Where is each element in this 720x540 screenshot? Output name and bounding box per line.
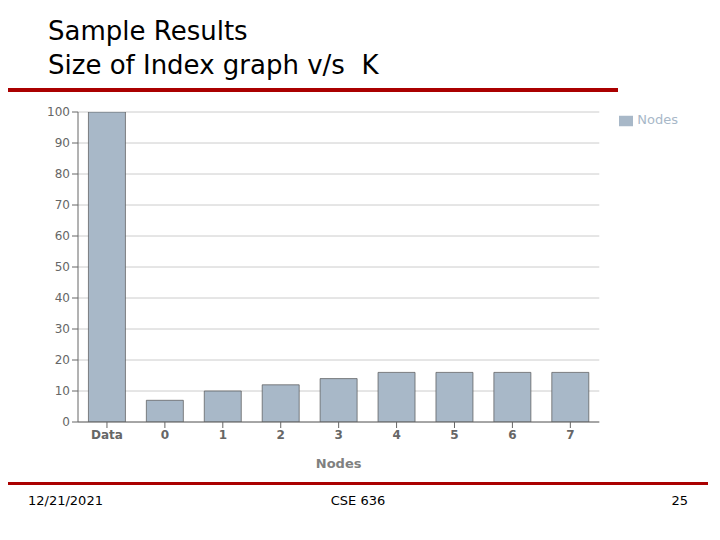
svg-text:100: 100 xyxy=(47,105,70,119)
html-text:Nodes: Nodes xyxy=(637,112,678,127)
html-text:CSE 636: CSE 636 xyxy=(330,493,386,508)
svg-text:20: 20 xyxy=(55,353,70,367)
svg-text:0: 0 xyxy=(161,428,169,442)
svg-text:3: 3 xyxy=(334,428,342,442)
svg-text:60: 60 xyxy=(55,229,70,243)
html-text:Sample Results: Sample Results xyxy=(48,16,248,46)
svg-text:50: 50 xyxy=(55,260,70,274)
svg-text:40: 40 xyxy=(55,291,70,305)
svg-text:1: 1 xyxy=(219,428,227,442)
svg-text:90: 90 xyxy=(55,136,70,150)
svg-text:6: 6 xyxy=(508,428,516,442)
svg-text:7: 7 xyxy=(566,428,574,442)
svg-text:10: 10 xyxy=(55,384,70,398)
html-text:12/21/2021: 12/21/2021 xyxy=(28,493,103,508)
svg-text:70: 70 xyxy=(55,198,70,212)
svg-text:5: 5 xyxy=(450,428,458,442)
html-text:Size of Index graph v/s K: Size of Index graph v/s K xyxy=(48,50,379,80)
svg-text:Data: Data xyxy=(91,428,123,442)
html-text:25: 25 xyxy=(671,493,688,508)
svg-text:2: 2 xyxy=(277,428,285,442)
svg-text:30: 30 xyxy=(55,322,70,336)
svg-text:80: 80 xyxy=(55,167,70,181)
svg-text:Nodes: Nodes xyxy=(316,456,362,471)
svg-text:0: 0 xyxy=(62,415,70,429)
svg-text:4: 4 xyxy=(392,428,400,442)
